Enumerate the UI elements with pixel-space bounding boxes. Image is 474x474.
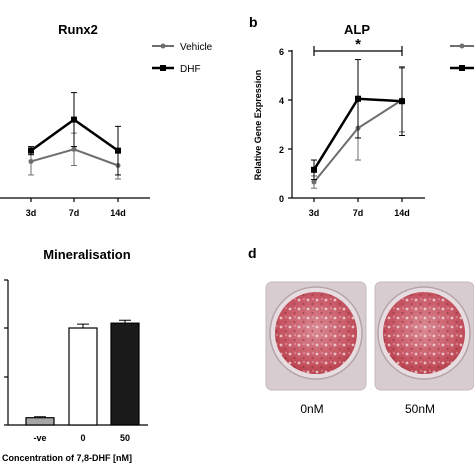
alp-marks (311, 59, 405, 189)
well-0nm (265, 281, 367, 391)
legend-vehicle-marker (160, 43, 166, 49)
alp-legend-dhf-marker (459, 65, 465, 71)
alp-y-label: Relative Gene Expression (253, 70, 263, 181)
runx2-tick-3d: 3d (26, 208, 37, 218)
bar-label-neg: -ve (33, 433, 46, 443)
alp-tick-14d: 14d (394, 208, 410, 218)
legend-dhf-label: DHF (180, 64, 201, 75)
runx2-point-s1-2 (115, 147, 121, 154)
mineralisation-x-label: Concentration of 7,8-DHF [nM] (2, 453, 132, 463)
legend-dhf-marker (160, 65, 166, 71)
alp-ytick-6: 6 (279, 47, 284, 57)
mineralisation-title: Mineralisation (43, 247, 130, 262)
panel-runx2: Runx2 3d 7d 14d Vehicle DHF (0, 22, 213, 218)
alp-point-s1-1 (355, 95, 361, 102)
alp-title: ALP (344, 22, 370, 37)
panel-mineralisation: Mineralisation -ve 0 50 Concentration of… (2, 247, 148, 463)
panel-b-label: b (249, 14, 258, 30)
panel-alp: b ALP Relative Gene Expression 0 2 4 6 3… (249, 14, 474, 218)
alp-ytick-0: 0 (279, 194, 284, 204)
mineralisation-marks (25, 319, 140, 426)
bar-label-50: 50 (120, 433, 130, 443)
alp-tick-3d: 3d (309, 208, 320, 218)
panel-d: d 0nM 50nM (248, 245, 474, 416)
alp-legend-vehicle-marker (459, 43, 465, 49)
alp-point-s0-0 (311, 179, 317, 185)
alp-ytick-2: 2 (279, 145, 284, 155)
panel-d-label: d (248, 245, 257, 261)
runx2-point-s1-1 (71, 116, 77, 123)
bar-label-0: 0 (80, 433, 85, 443)
mineralisation-bar-2 (110, 322, 140, 426)
runx2-title: Runx2 (58, 22, 98, 37)
significance-star: * (355, 36, 361, 53)
mineralisation-bar-1 (68, 327, 98, 426)
runx2-tick-7d: 7d (69, 208, 80, 218)
runx2-point-s0-1 (71, 146, 77, 152)
runx2-tick-14d: 14d (110, 208, 126, 218)
alp-point-s1-0 (311, 166, 317, 173)
runx2-marks (28, 92, 121, 180)
runx2-point-s0-0 (28, 158, 34, 164)
alp-ytick-4: 4 (279, 96, 284, 106)
alp-tick-7d: 7d (353, 208, 364, 218)
well-label-50nm: 50nM (405, 402, 435, 416)
well-50nm (374, 281, 474, 391)
mineralisation-bar-0 (25, 417, 55, 426)
alp-point-s1-2 (399, 98, 405, 105)
legend-vehicle-label: Vehicle (180, 42, 213, 53)
runx2-point-s1-0 (28, 147, 34, 154)
well-label-0nm: 0nM (300, 402, 323, 416)
